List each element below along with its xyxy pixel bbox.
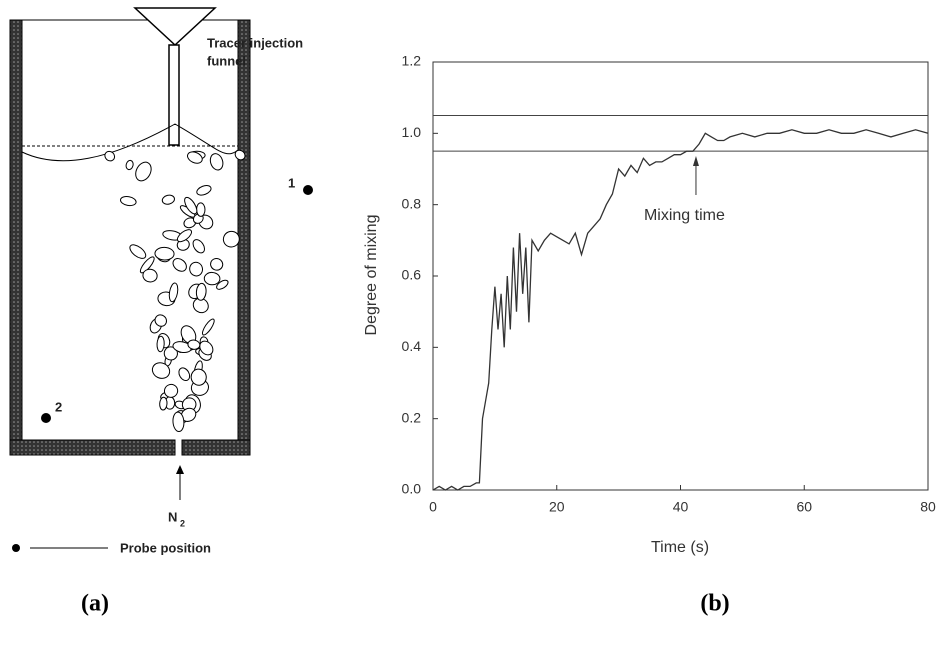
- probe-label: 2: [55, 399, 62, 414]
- probe-label: 1: [288, 175, 295, 190]
- funnel-label: funnel: [207, 53, 246, 68]
- x-tick-label: 40: [673, 499, 689, 515]
- bubble: [216, 279, 229, 290]
- bubble: [184, 196, 198, 215]
- bubble: [154, 246, 175, 261]
- bubble: [190, 368, 207, 386]
- bubble: [151, 362, 171, 379]
- bubble: [187, 339, 201, 350]
- panel-label: (a): [81, 591, 109, 617]
- bubble: [161, 194, 175, 205]
- x-tick-label: 60: [796, 499, 812, 515]
- bubble: [168, 282, 179, 303]
- bubble: [154, 314, 167, 327]
- bubble: [142, 268, 158, 283]
- bubble: [192, 297, 209, 314]
- bubble: [192, 239, 205, 254]
- bubble: [234, 149, 246, 161]
- bubble: [189, 261, 204, 277]
- y-axis-label: Degree of mixing: [363, 215, 380, 336]
- bubble: [199, 340, 214, 356]
- annotation-arrowhead: [692, 156, 699, 166]
- bubble: [139, 256, 155, 274]
- bubble: [159, 396, 168, 411]
- gas-label: N: [168, 509, 177, 524]
- bubble: [129, 244, 147, 259]
- bubble: [195, 282, 207, 301]
- y-tick-label: 1.2: [402, 53, 422, 69]
- panel-label: (b): [700, 591, 729, 617]
- gas-subscript: 2: [180, 518, 185, 528]
- bubble: [203, 271, 221, 286]
- bubble: [176, 229, 193, 243]
- y-tick-label: 0.6: [402, 267, 422, 283]
- annotation-label: Mixing time: [644, 207, 725, 224]
- bubble: [209, 153, 224, 171]
- x-tick-label: 0: [429, 499, 437, 515]
- bubble: [196, 185, 212, 196]
- bubble: [210, 257, 224, 271]
- bubble: [187, 151, 203, 164]
- bubble: [201, 318, 215, 336]
- y-tick-label: 0.4: [402, 338, 422, 354]
- bubble: [163, 383, 179, 398]
- y-tick-label: 1.0: [402, 124, 422, 140]
- vessel: [9, 7, 313, 552]
- y-tick-label: 0.0: [402, 481, 422, 497]
- y-tick-label: 0.2: [402, 409, 422, 425]
- funnel-label: Tracer injection: [207, 35, 303, 50]
- bubble: [125, 159, 134, 171]
- bubble: [156, 335, 165, 353]
- y-tick-label: 0.8: [402, 195, 422, 211]
- x-tick-label: 80: [920, 499, 936, 515]
- bubble: [172, 411, 185, 433]
- data-line: [432, 129, 929, 491]
- x-axis-label: Time (s): [651, 539, 709, 556]
- bubble: [196, 202, 206, 217]
- bubble: [178, 367, 191, 382]
- bubble: [135, 161, 152, 182]
- legend-label: Probe position: [120, 540, 211, 555]
- bubble: [104, 150, 116, 162]
- bubble: [120, 196, 137, 207]
- bubble: [172, 258, 187, 272]
- x-tick-label: 20: [549, 499, 565, 515]
- bubble: [222, 230, 240, 248]
